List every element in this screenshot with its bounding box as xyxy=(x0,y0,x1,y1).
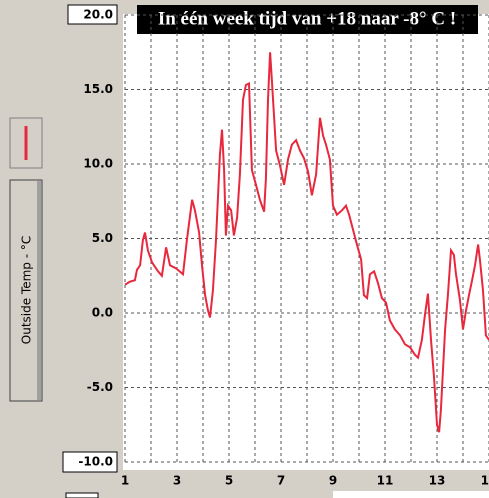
y-tick-label: 20.0 xyxy=(83,8,113,22)
legend-label: Outside Temp - °C xyxy=(20,236,34,344)
legend-box xyxy=(9,179,43,402)
y-tick-label: -5.0 xyxy=(87,380,113,394)
x-tick-label: 1 xyxy=(121,474,129,488)
y-min-box xyxy=(62,451,118,473)
y-max-box xyxy=(67,4,118,25)
y-tick-label: -10.0 xyxy=(78,455,113,469)
y-tick-label: 15.0 xyxy=(83,82,113,96)
y-tick-label: 5.0 xyxy=(92,231,113,245)
x-tick-label: 3 xyxy=(173,474,181,488)
x-tick-label: 5 xyxy=(225,474,233,488)
plot-area xyxy=(123,14,489,470)
x-tick-label: 7 xyxy=(277,474,285,488)
x-tick-label: 11 xyxy=(377,474,394,488)
y-tick-label: 10.0 xyxy=(83,157,113,171)
legend-box-shade xyxy=(37,181,41,400)
scroll-box xyxy=(65,492,99,498)
x-tick-label: 15 xyxy=(481,474,489,488)
x-tick-label: 9 xyxy=(329,474,337,488)
y-tick-label: 0.0 xyxy=(92,306,113,320)
chart-title: In één week tijd van +18 naar -8° C ! xyxy=(158,8,456,29)
scroll-box xyxy=(333,491,489,498)
x-tick-label: 13 xyxy=(429,474,446,488)
data-line xyxy=(124,52,489,433)
